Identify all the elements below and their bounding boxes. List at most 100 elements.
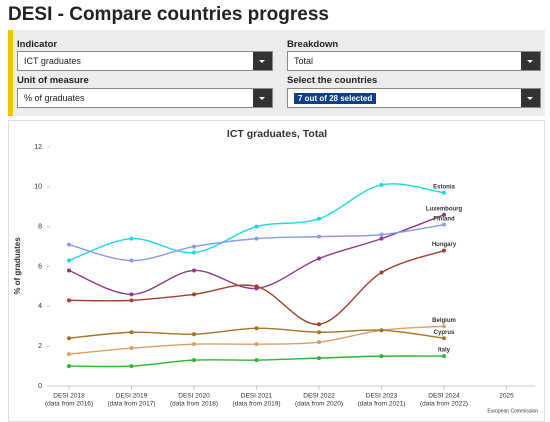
data-point: [129, 364, 134, 369]
x-tick-note: (data from 2021): [357, 401, 405, 408]
data-point: [129, 330, 134, 335]
filter-panel: Indicator ICT graduates Breakdown Total …: [8, 30, 545, 116]
series-label: Italy: [438, 348, 451, 354]
chart-title: ICT graduates, Total: [227, 128, 327, 140]
x-tick-note: (data from 2016): [45, 401, 93, 408]
data-point: [442, 354, 446, 359]
data-point: [379, 182, 384, 187]
credit: European Commission: [487, 408, 538, 414]
data-point: [192, 332, 196, 337]
data-point: [192, 268, 196, 273]
dropdown[interactable]: 7 out of 28 selected: [287, 88, 541, 108]
data-point: [192, 250, 196, 255]
x-tick-label: DESI 2020: [178, 393, 210, 400]
dropdown-button[interactable]: [521, 89, 540, 107]
y-tick-label: 6: [38, 263, 42, 270]
dropdown-button[interactable]: [521, 52, 540, 70]
data-point: [254, 326, 259, 331]
data-point: [129, 346, 134, 351]
data-point: [67, 242, 71, 247]
series-label: Luxembourg: [426, 206, 463, 212]
y-tick-label: 8: [38, 224, 42, 231]
data-point: [317, 216, 321, 221]
x-tick-label: DESI 2022: [303, 393, 335, 400]
selection-badge: 7 out of 28 selected: [294, 93, 377, 104]
series-label: Belgium: [432, 318, 456, 324]
series-label: Cyprus: [434, 330, 455, 336]
dropdown-button[interactable]: [253, 52, 272, 70]
data-point: [129, 292, 134, 297]
y-tick-label: 0: [38, 383, 42, 390]
x-tick-label: DESI 2023: [366, 393, 398, 400]
data-point: [254, 342, 259, 347]
dropdown-value: Total: [294, 56, 314, 66]
data-point: [442, 222, 446, 227]
data-point: [129, 258, 134, 263]
data-point: [379, 328, 384, 333]
x-tick-label: DESI 2024: [428, 393, 460, 400]
series-line: [68, 223, 445, 262]
data-point: [379, 354, 384, 359]
dropdown-value: ICT graduates: [24, 56, 81, 66]
y-tick-label: 10: [34, 184, 42, 191]
data-point: [67, 364, 71, 369]
x-tick-note: (data from 2020): [295, 401, 343, 408]
data-point: [254, 224, 259, 229]
data-point: [129, 236, 134, 241]
x-tick-note: (data from 2017): [107, 401, 155, 408]
series-line: [68, 183, 445, 262]
data-point: [317, 256, 321, 261]
data-point: [192, 358, 196, 363]
data-point: [67, 268, 71, 273]
data-point: [442, 190, 446, 195]
data-point: [317, 356, 321, 361]
y-axis-title: % of graduates: [13, 237, 22, 295]
dropdown[interactable]: Total: [287, 51, 541, 71]
data-point: [442, 324, 446, 329]
data-point: [67, 336, 71, 341]
series-label: Estonia: [433, 184, 455, 190]
dropdown[interactable]: ICT graduates: [17, 51, 273, 71]
filter-label: Indicator: [17, 39, 58, 50]
dropdown-button[interactable]: [253, 89, 272, 107]
data-point: [254, 358, 259, 363]
x-tick-note: (data from 2019): [232, 401, 280, 408]
series-label: Finland: [433, 216, 455, 222]
data-point: [317, 330, 321, 335]
data-point: [317, 340, 321, 345]
data-point: [317, 322, 321, 327]
data-point: [317, 234, 321, 239]
filter-label: Select the countries: [287, 75, 378, 86]
data-point: [379, 232, 384, 237]
x-tick-label: DESI 2021: [241, 393, 273, 400]
filter-label: Unit of measure: [17, 75, 89, 86]
x-tick-label: DESI 2019: [116, 393, 148, 400]
x-tick-note: (data from 2018): [170, 401, 218, 408]
data-point: [192, 244, 196, 249]
dropdown[interactable]: % of graduates: [17, 88, 273, 108]
data-point: [192, 342, 196, 347]
data-point: [254, 236, 259, 241]
x-tick-note: (data from 2022): [420, 401, 468, 408]
dropdown-value: % of graduates: [24, 93, 85, 103]
y-tick-label: 12: [34, 144, 42, 151]
y-tick-label: 4: [38, 303, 42, 310]
x-tick-label: 2025: [499, 393, 514, 400]
x-tick-label: DESI 2018: [53, 393, 85, 400]
data-point: [442, 212, 446, 217]
data-point: [254, 284, 259, 289]
filter-label: Breakdown: [287, 39, 339, 50]
data-point: [67, 352, 71, 357]
data-point: [379, 270, 384, 275]
data-point: [192, 292, 196, 297]
series-label: Hungary: [432, 242, 457, 248]
data-point: [67, 298, 71, 303]
data-point: [379, 236, 384, 241]
data-point: [129, 298, 134, 303]
data-point: [442, 248, 446, 253]
data-point: [67, 258, 71, 263]
page-title: DESI - Compare countries progress: [8, 4, 329, 25]
data-point: [442, 336, 446, 341]
